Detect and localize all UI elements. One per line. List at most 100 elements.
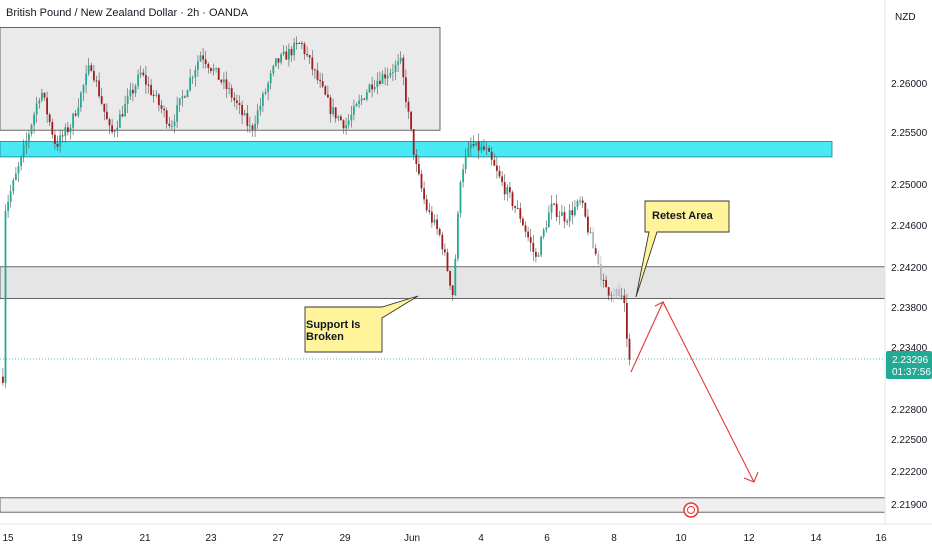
candle-body bbox=[82, 85, 85, 93]
candle-body bbox=[191, 77, 194, 79]
candle-body bbox=[410, 111, 412, 130]
candle-body bbox=[581, 200, 584, 203]
candle-body bbox=[181, 96, 184, 99]
candle-body bbox=[139, 72, 142, 75]
candle-body bbox=[275, 58, 277, 66]
current-price-value: 2.23296 bbox=[892, 355, 929, 366]
candle-body bbox=[22, 145, 25, 157]
candle-body bbox=[4, 211, 7, 383]
candle-body bbox=[100, 96, 103, 104]
candle-body bbox=[529, 237, 532, 243]
candle-body bbox=[441, 234, 444, 250]
candle-body bbox=[15, 173, 17, 181]
candle-body bbox=[436, 219, 438, 229]
candle-body bbox=[111, 125, 113, 133]
candle-body bbox=[394, 64, 397, 72]
candle-body bbox=[334, 107, 337, 119]
candle-body bbox=[425, 199, 428, 211]
candle-body bbox=[210, 67, 212, 71]
candle-body bbox=[272, 65, 275, 74]
candle-body bbox=[462, 169, 464, 183]
candle-body bbox=[384, 74, 386, 79]
candle-body bbox=[360, 98, 363, 101]
currency-label: NZD bbox=[895, 12, 916, 23]
candle-body bbox=[389, 72, 392, 76]
candle-body bbox=[493, 159, 496, 166]
candle-body bbox=[607, 287, 610, 296]
x-tick-label: 27 bbox=[272, 533, 284, 544]
event-marker-icon[interactable] bbox=[683, 502, 699, 518]
candle-body bbox=[124, 103, 126, 117]
candle-body bbox=[418, 163, 420, 174]
candle-body bbox=[558, 215, 561, 217]
time-axis-background bbox=[0, 524, 932, 550]
candle-body bbox=[415, 154, 418, 164]
x-tick-label: Jun bbox=[404, 533, 420, 544]
zones-layer bbox=[0, 27, 886, 513]
x-tick-label: 4 bbox=[478, 533, 484, 544]
candle-body bbox=[548, 212, 550, 228]
candle-body bbox=[490, 151, 493, 160]
candle-body bbox=[116, 127, 119, 131]
candle-body bbox=[397, 61, 399, 65]
candle-body bbox=[483, 146, 485, 150]
arrowhead-up-icon bbox=[654, 301, 668, 311]
candle-body bbox=[407, 101, 410, 112]
candle-body bbox=[431, 211, 433, 223]
y-tick-label: 2.25000 bbox=[891, 180, 928, 191]
candle-body bbox=[561, 212, 563, 216]
candle-body bbox=[524, 225, 527, 232]
candle-body bbox=[568, 210, 571, 222]
candle-body bbox=[550, 203, 553, 213]
candle-body bbox=[412, 129, 415, 155]
candle-body bbox=[464, 155, 467, 170]
candle-body bbox=[176, 105, 178, 122]
candle-body bbox=[472, 144, 475, 146]
candle-body bbox=[537, 255, 540, 257]
candle-body bbox=[347, 120, 350, 126]
candle-body bbox=[433, 219, 436, 223]
candle-body bbox=[485, 148, 488, 150]
candle-body bbox=[519, 208, 522, 219]
candle-body bbox=[93, 70, 95, 81]
candle-body bbox=[74, 113, 77, 116]
price-axis[interactable]: NZD 2.260002.255002.250002.246002.242002… bbox=[884, 0, 932, 524]
time-axis[interactable]: 15 19 21 23 27 29 Jun 4 6 8 10 12 14 16 bbox=[0, 523, 932, 550]
candle-body bbox=[308, 55, 311, 58]
candle-body bbox=[145, 75, 147, 85]
candle-body bbox=[592, 232, 594, 249]
candle-body bbox=[212, 68, 215, 71]
candle-body bbox=[77, 107, 80, 116]
candle-body bbox=[87, 65, 90, 74]
x-tick-label: 16 bbox=[875, 533, 887, 544]
zone-rect bbox=[0, 266, 886, 300]
candle-body bbox=[147, 84, 150, 86]
candle-body bbox=[316, 70, 319, 80]
x-tick-label: 29 bbox=[339, 533, 351, 544]
candle-body bbox=[134, 86, 137, 94]
candle-body bbox=[496, 165, 498, 171]
candle-body bbox=[280, 54, 282, 63]
current-price-tag bbox=[886, 351, 932, 379]
x-tick-label: 8 bbox=[611, 533, 617, 544]
candle-body bbox=[506, 187, 509, 195]
candle-body bbox=[197, 61, 199, 70]
x-tick-label: 12 bbox=[743, 533, 755, 544]
candle-body bbox=[59, 135, 61, 147]
candle-body bbox=[28, 133, 30, 141]
support-broken-text-line2: Broken bbox=[306, 331, 344, 343]
price-axis-background bbox=[885, 0, 932, 524]
candle-body bbox=[95, 80, 98, 82]
y-tick-label: 2.22200 bbox=[891, 467, 928, 478]
candle-body bbox=[69, 127, 72, 133]
candle-body bbox=[204, 59, 207, 65]
candle-body bbox=[480, 146, 483, 151]
candle-body bbox=[350, 114, 353, 121]
candle-body bbox=[246, 113, 249, 126]
candle-body bbox=[498, 170, 501, 177]
candle-body bbox=[402, 57, 405, 78]
candle-body bbox=[516, 207, 519, 209]
candle-body bbox=[628, 338, 631, 360]
